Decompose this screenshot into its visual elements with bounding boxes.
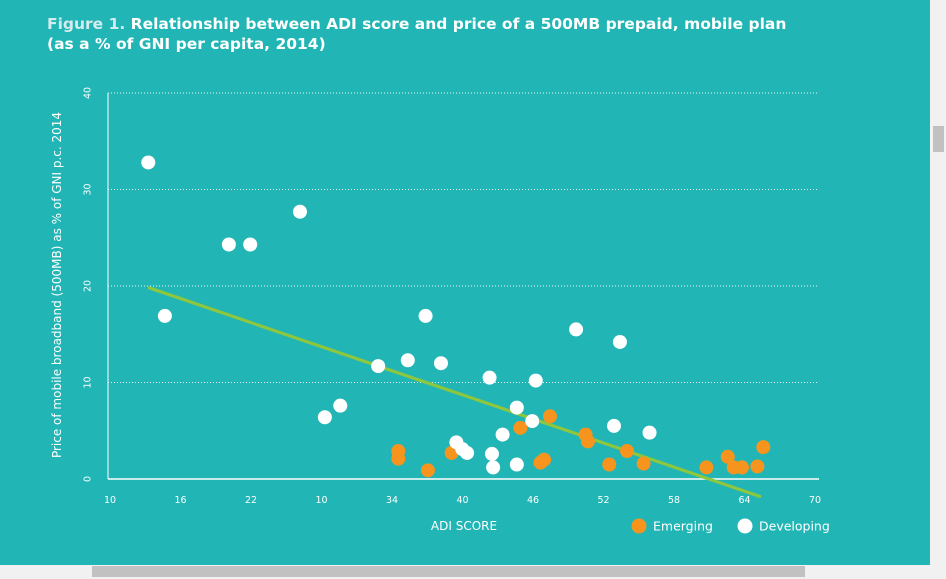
developing-point bbox=[642, 425, 657, 440]
legend-developing-marker bbox=[737, 518, 753, 534]
emerging-point bbox=[620, 444, 635, 459]
developing-point bbox=[157, 308, 172, 323]
x-tick-label: 52 bbox=[597, 495, 609, 506]
x-axis-label: ADI SCORE bbox=[431, 519, 497, 533]
y-tick-label: 30 bbox=[83, 183, 94, 195]
developing-point bbox=[509, 457, 524, 472]
figure-number: Figure 1. bbox=[47, 15, 126, 33]
trend-line bbox=[147, 286, 762, 498]
developing-point bbox=[418, 308, 433, 323]
x-tick-label: 64 bbox=[738, 495, 750, 506]
horizontal-scrollbar-thumb[interactable] bbox=[92, 566, 805, 577]
x-tick-label: 10 bbox=[315, 495, 327, 506]
vertical-scrollbar[interactable] bbox=[930, 0, 946, 579]
emerging-point bbox=[391, 451, 406, 466]
emerging-point bbox=[734, 460, 749, 475]
emerging-point bbox=[602, 457, 617, 472]
x-tick-label: 10 bbox=[104, 495, 116, 506]
emerging-point bbox=[699, 460, 714, 475]
emerging-point bbox=[580, 434, 595, 449]
legend-emerging-marker bbox=[631, 518, 647, 534]
y-axis-label: Price of mobile broadband (500MB) as % o… bbox=[50, 112, 64, 458]
x-tick-label: 58 bbox=[668, 495, 680, 506]
developing-point bbox=[433, 356, 448, 371]
emerging-point bbox=[537, 452, 552, 467]
developing-point bbox=[333, 398, 348, 413]
developing-point bbox=[525, 414, 540, 429]
developing-point bbox=[612, 334, 627, 349]
x-tick-label: 70 bbox=[809, 495, 821, 506]
developing-point bbox=[482, 370, 497, 385]
figure-title-line1: Relationship between ADI score and price… bbox=[130, 15, 787, 33]
emerging-point bbox=[756, 440, 771, 455]
developing-point bbox=[317, 410, 332, 425]
emerging-point bbox=[750, 459, 765, 474]
emerging-point bbox=[444, 445, 459, 460]
emerging-point bbox=[420, 463, 435, 478]
x-tick-label: 16 bbox=[174, 495, 186, 506]
developing-point bbox=[371, 359, 386, 374]
developing-point bbox=[484, 446, 499, 461]
developing-point bbox=[528, 373, 543, 388]
emerging-point bbox=[636, 456, 651, 471]
developing-point bbox=[400, 353, 415, 368]
emerging-point bbox=[513, 420, 528, 435]
developing-point bbox=[569, 322, 584, 337]
developing-point bbox=[221, 237, 236, 252]
y-tick-label: 10 bbox=[83, 376, 94, 388]
figure-title: Figure 1. Relationship between ADI score… bbox=[47, 14, 907, 54]
y-tick-label: 0 bbox=[83, 476, 94, 482]
y-tick-label: 20 bbox=[83, 280, 94, 292]
developing-point bbox=[509, 400, 524, 415]
developing-point bbox=[486, 460, 501, 475]
developing-point bbox=[292, 204, 307, 219]
vertical-scrollbar-thumb[interactable] bbox=[933, 126, 944, 152]
chart-panel bbox=[0, 0, 930, 565]
scatter-chart: 0 10 20 30 40 10 16 22 10 34 40 46 52 58 64 70 ADI SCORE… bbox=[50, 87, 830, 534]
x-tick-label: 34 bbox=[386, 495, 398, 506]
x-tick-label: 46 bbox=[527, 495, 539, 506]
x-tick-label: 40 bbox=[456, 495, 468, 506]
x-tick-label: 22 bbox=[245, 495, 257, 506]
emerging-point bbox=[543, 409, 558, 424]
developing-point bbox=[460, 445, 475, 460]
figure-title-line2: (as a % of GNI per capita, 2014) bbox=[47, 35, 326, 53]
developing-point bbox=[141, 155, 156, 170]
legend-developing-label: Developing bbox=[759, 519, 830, 534]
y-tick-label: 40 bbox=[83, 87, 94, 99]
emerging-point bbox=[720, 449, 735, 464]
developing-point bbox=[606, 418, 621, 433]
legend-emerging-label: Emerging bbox=[653, 519, 713, 534]
developing-point bbox=[495, 427, 510, 442]
developing-point bbox=[243, 237, 258, 252]
